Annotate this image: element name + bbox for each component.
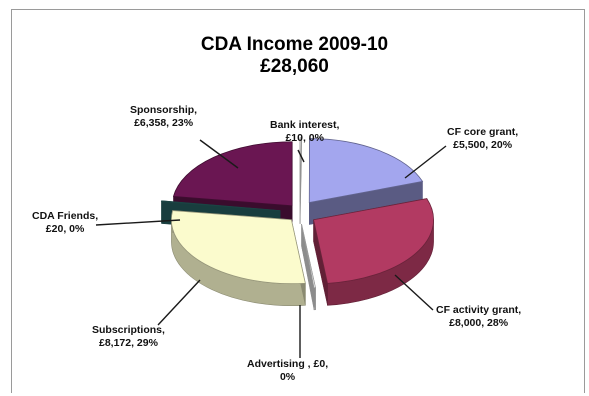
chart-title: CDA Income 2009-10	[200, 34, 389, 55]
label-cf-core-grant-line2: £5,500, 20%	[453, 139, 513, 151]
chart-subtitle: £28,060	[260, 56, 329, 77]
leader-line-subscriptions	[157, 279, 201, 326]
label-advertising-line2: 0%	[279, 371, 296, 383]
leader-line-cf-activity-grant	[394, 274, 434, 311]
label-subscriptions-line2: £8,172, 29%	[98, 337, 158, 349]
label-cf-core-grant: CF core grant, £5,500, 20%	[447, 126, 518, 152]
label-cf-activity-grant: CF activity grant, £8,000, 28%	[436, 304, 521, 330]
label-subscriptions: Subscriptions, £8,172, 29%	[92, 324, 165, 350]
label-cf-core-grant-line1: CF core grant,	[447, 126, 519, 138]
label-bank-interest: Bank interest, £10, 0%	[270, 119, 339, 145]
slice-cf-activity-grant	[313, 198, 434, 284]
label-advertising-line1: Advertising , £0,	[247, 358, 329, 370]
label-cf-activity-grant-line2: £8,000, 28%	[449, 317, 509, 329]
label-advertising: Advertising , £0, 0%	[247, 358, 328, 384]
chart-frame	[11, 9, 585, 393]
pie-tops	[160, 137, 434, 289]
leader-line-sponsorship	[199, 139, 239, 169]
leader-line-cda-friends	[95, 219, 181, 226]
slice-subscriptions	[171, 210, 306, 285]
slice-advertising	[301, 224, 316, 289]
label-bank-interest-line2: £10, 0%	[285, 132, 324, 144]
label-cda-friends-line1: CDA Friends,	[32, 210, 99, 222]
label-bank-interest-line1: Bank interest,	[270, 119, 340, 131]
label-cda-friends-line2: £20, 0%	[45, 223, 85, 235]
leader-line-bank-interest	[297, 149, 305, 163]
label-subscriptions-line1: Subscriptions,	[92, 324, 165, 336]
label-sponsorship: Sponsorship, £6,358, 23%	[130, 104, 197, 130]
slice-sponsorship	[172, 141, 293, 207]
label-cda-friends: CDA Friends, £20, 0%	[32, 210, 98, 236]
slice-cf-core-grant	[308, 138, 424, 204]
leader-line-cf-core-grant	[404, 145, 447, 179]
label-sponsorship-line1: Sponsorship,	[130, 104, 198, 116]
slice-cda-friends	[160, 200, 281, 212]
label-sponsorship-line2: £6,358, 23%	[134, 117, 194, 129]
label-cf-activity-grant-line1: CF activity grant,	[436, 304, 522, 316]
